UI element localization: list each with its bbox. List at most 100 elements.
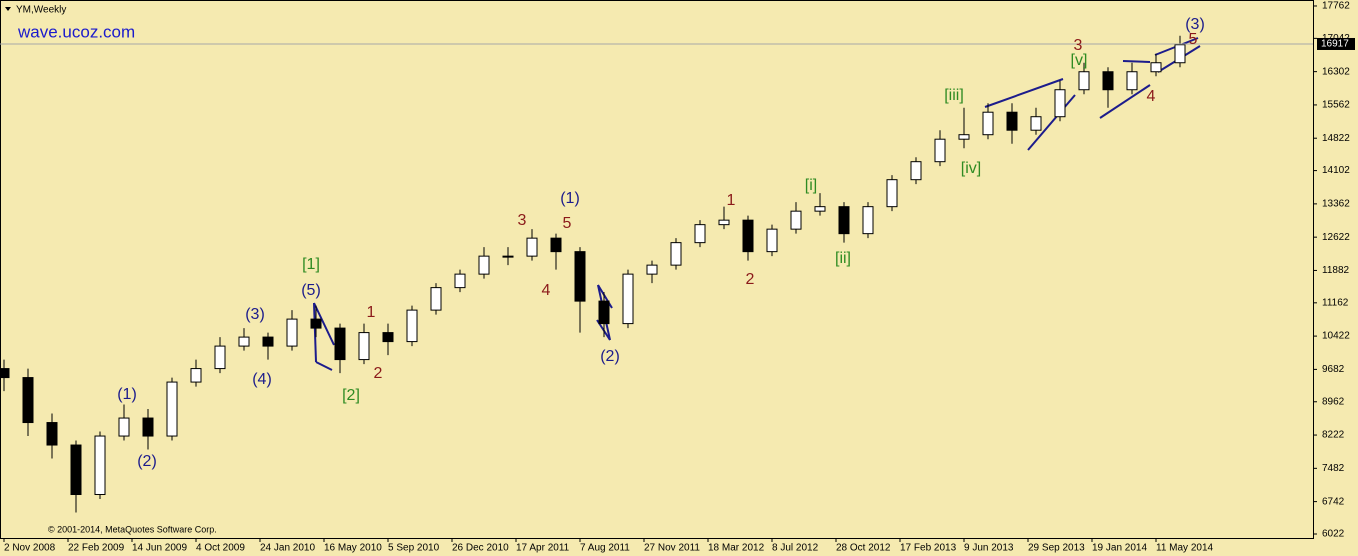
trend-line	[1099, 84, 1151, 119]
y-tick-label: 16302	[1322, 66, 1350, 77]
candle-body	[70, 444, 82, 496]
y-tick-label: 6022	[1322, 529, 1345, 540]
candle-body	[382, 332, 394, 343]
wave-label: 2	[374, 365, 383, 382]
wave-label: 3	[1074, 37, 1083, 54]
wave-label: [ii]	[835, 250, 851, 267]
x-tick-label: 11 May 2014	[1156, 543, 1214, 554]
wave-label: (1)	[117, 386, 137, 403]
candle-body	[982, 111, 994, 136]
wave-label: [1]	[302, 256, 320, 273]
candle-body	[478, 255, 490, 275]
candle-body	[334, 327, 346, 361]
candle-body	[22, 377, 34, 424]
trend-line	[984, 78, 1064, 108]
x-tick-label: 27 Nov 2011	[644, 543, 700, 554]
wave-label: (1)	[560, 190, 580, 207]
y-tick-label: 6742	[1322, 496, 1345, 507]
candle-body	[550, 237, 562, 253]
candle-body	[262, 336, 274, 347]
candle-body	[118, 417, 130, 437]
candle-body	[1006, 111, 1018, 131]
candle-body	[238, 336, 250, 347]
plot-frame	[0, 0, 1314, 539]
y-tick-label: 11162	[1322, 297, 1349, 308]
candle-body	[190, 368, 202, 383]
y-tick-label: 8222	[1322, 430, 1345, 441]
y-tick-label: 11882	[1322, 265, 1350, 276]
candle-body	[430, 287, 442, 311]
y-tick-label: 13362	[1322, 199, 1350, 210]
candle-body	[790, 210, 802, 230]
trend-line	[1027, 94, 1076, 151]
wave-label: [2]	[342, 387, 360, 404]
x-tick-label: 5 Sep 2010	[388, 543, 440, 554]
candle-body	[838, 206, 850, 235]
candle-body	[1030, 116, 1042, 131]
wave-label: [i]	[805, 177, 817, 194]
x-tick-label: 17 Apr 2011	[516, 543, 570, 554]
x-tick-label: 22 Feb 2009	[68, 543, 125, 554]
y-tick-label: 17762	[1322, 1, 1350, 12]
x-tick-label: 19 Jan 2014	[1092, 543, 1147, 554]
candle-body	[94, 435, 106, 496]
wave-label: [iv]	[961, 160, 981, 177]
trend-line	[1122, 60, 1151, 63]
candle-body	[718, 219, 730, 226]
candle-body	[910, 161, 922, 181]
candle-body	[1102, 71, 1114, 91]
candle-body	[526, 237, 538, 257]
watermark: wave.ucoz.com	[17, 22, 135, 41]
x-tick-label: 16 May 2010	[324, 543, 382, 554]
wave-label: (2)	[600, 348, 620, 365]
x-tick-label: 9 Jun 2013	[964, 543, 1014, 554]
candle-body	[958, 134, 970, 140]
wave-label: [iii]	[944, 87, 964, 104]
wave-label: 2	[746, 271, 755, 288]
candle-body	[742, 219, 754, 253]
wave-label: (4)	[252, 371, 272, 388]
wave-label: 1	[367, 304, 376, 321]
candle-body	[862, 206, 874, 235]
candle-body	[694, 224, 706, 244]
candle-body	[214, 345, 226, 370]
y-tick-label: 14102	[1322, 165, 1350, 176]
candle-body	[670, 242, 682, 266]
x-tick-label: 4 Oct 2009	[196, 543, 245, 554]
candle-body	[0, 368, 10, 379]
candle-body	[1150, 62, 1162, 73]
x-tick-label: 2 Nov 2008	[4, 543, 56, 554]
candle-body	[1126, 71, 1138, 91]
candle-body	[934, 138, 946, 163]
y-tick-label: 12622	[1322, 232, 1350, 243]
x-tick-label: 14 Jun 2009	[132, 543, 187, 554]
candle-body	[166, 381, 178, 437]
y-tick-label: 15562	[1322, 100, 1350, 111]
y-tick-label: 9682	[1322, 364, 1345, 375]
candle-body	[310, 318, 322, 329]
wave-label: 5	[563, 215, 572, 232]
current-price-box	[1317, 37, 1355, 50]
candle-body	[646, 264, 658, 275]
wave-label: (3)	[1185, 16, 1205, 33]
wave-label: 5	[1189, 31, 1198, 48]
chart-title: YM,Weekly	[16, 5, 66, 16]
trend-line	[313, 302, 335, 346]
candle-body	[814, 206, 826, 212]
candle-body	[1054, 89, 1066, 118]
x-tick-label: 29 Sep 2013	[1028, 543, 1085, 554]
candles	[0, 35, 1186, 513]
copyright: © 2001-2014, MetaQuotes Software Corp.	[48, 524, 217, 534]
x-tick-label: 17 Feb 2013	[900, 543, 957, 554]
candle-body	[598, 300, 610, 325]
candle-body	[286, 318, 298, 347]
x-tick-label: 18 Mar 2012	[708, 543, 765, 554]
candle-body	[574, 251, 586, 302]
x-tick-label: 8 Jul 2012	[772, 543, 819, 554]
candle-body	[766, 228, 778, 253]
wave-label: 1	[727, 192, 736, 209]
wave-label: [v]	[1071, 52, 1088, 69]
x-tick-label: 26 Dec 2010	[452, 543, 509, 554]
